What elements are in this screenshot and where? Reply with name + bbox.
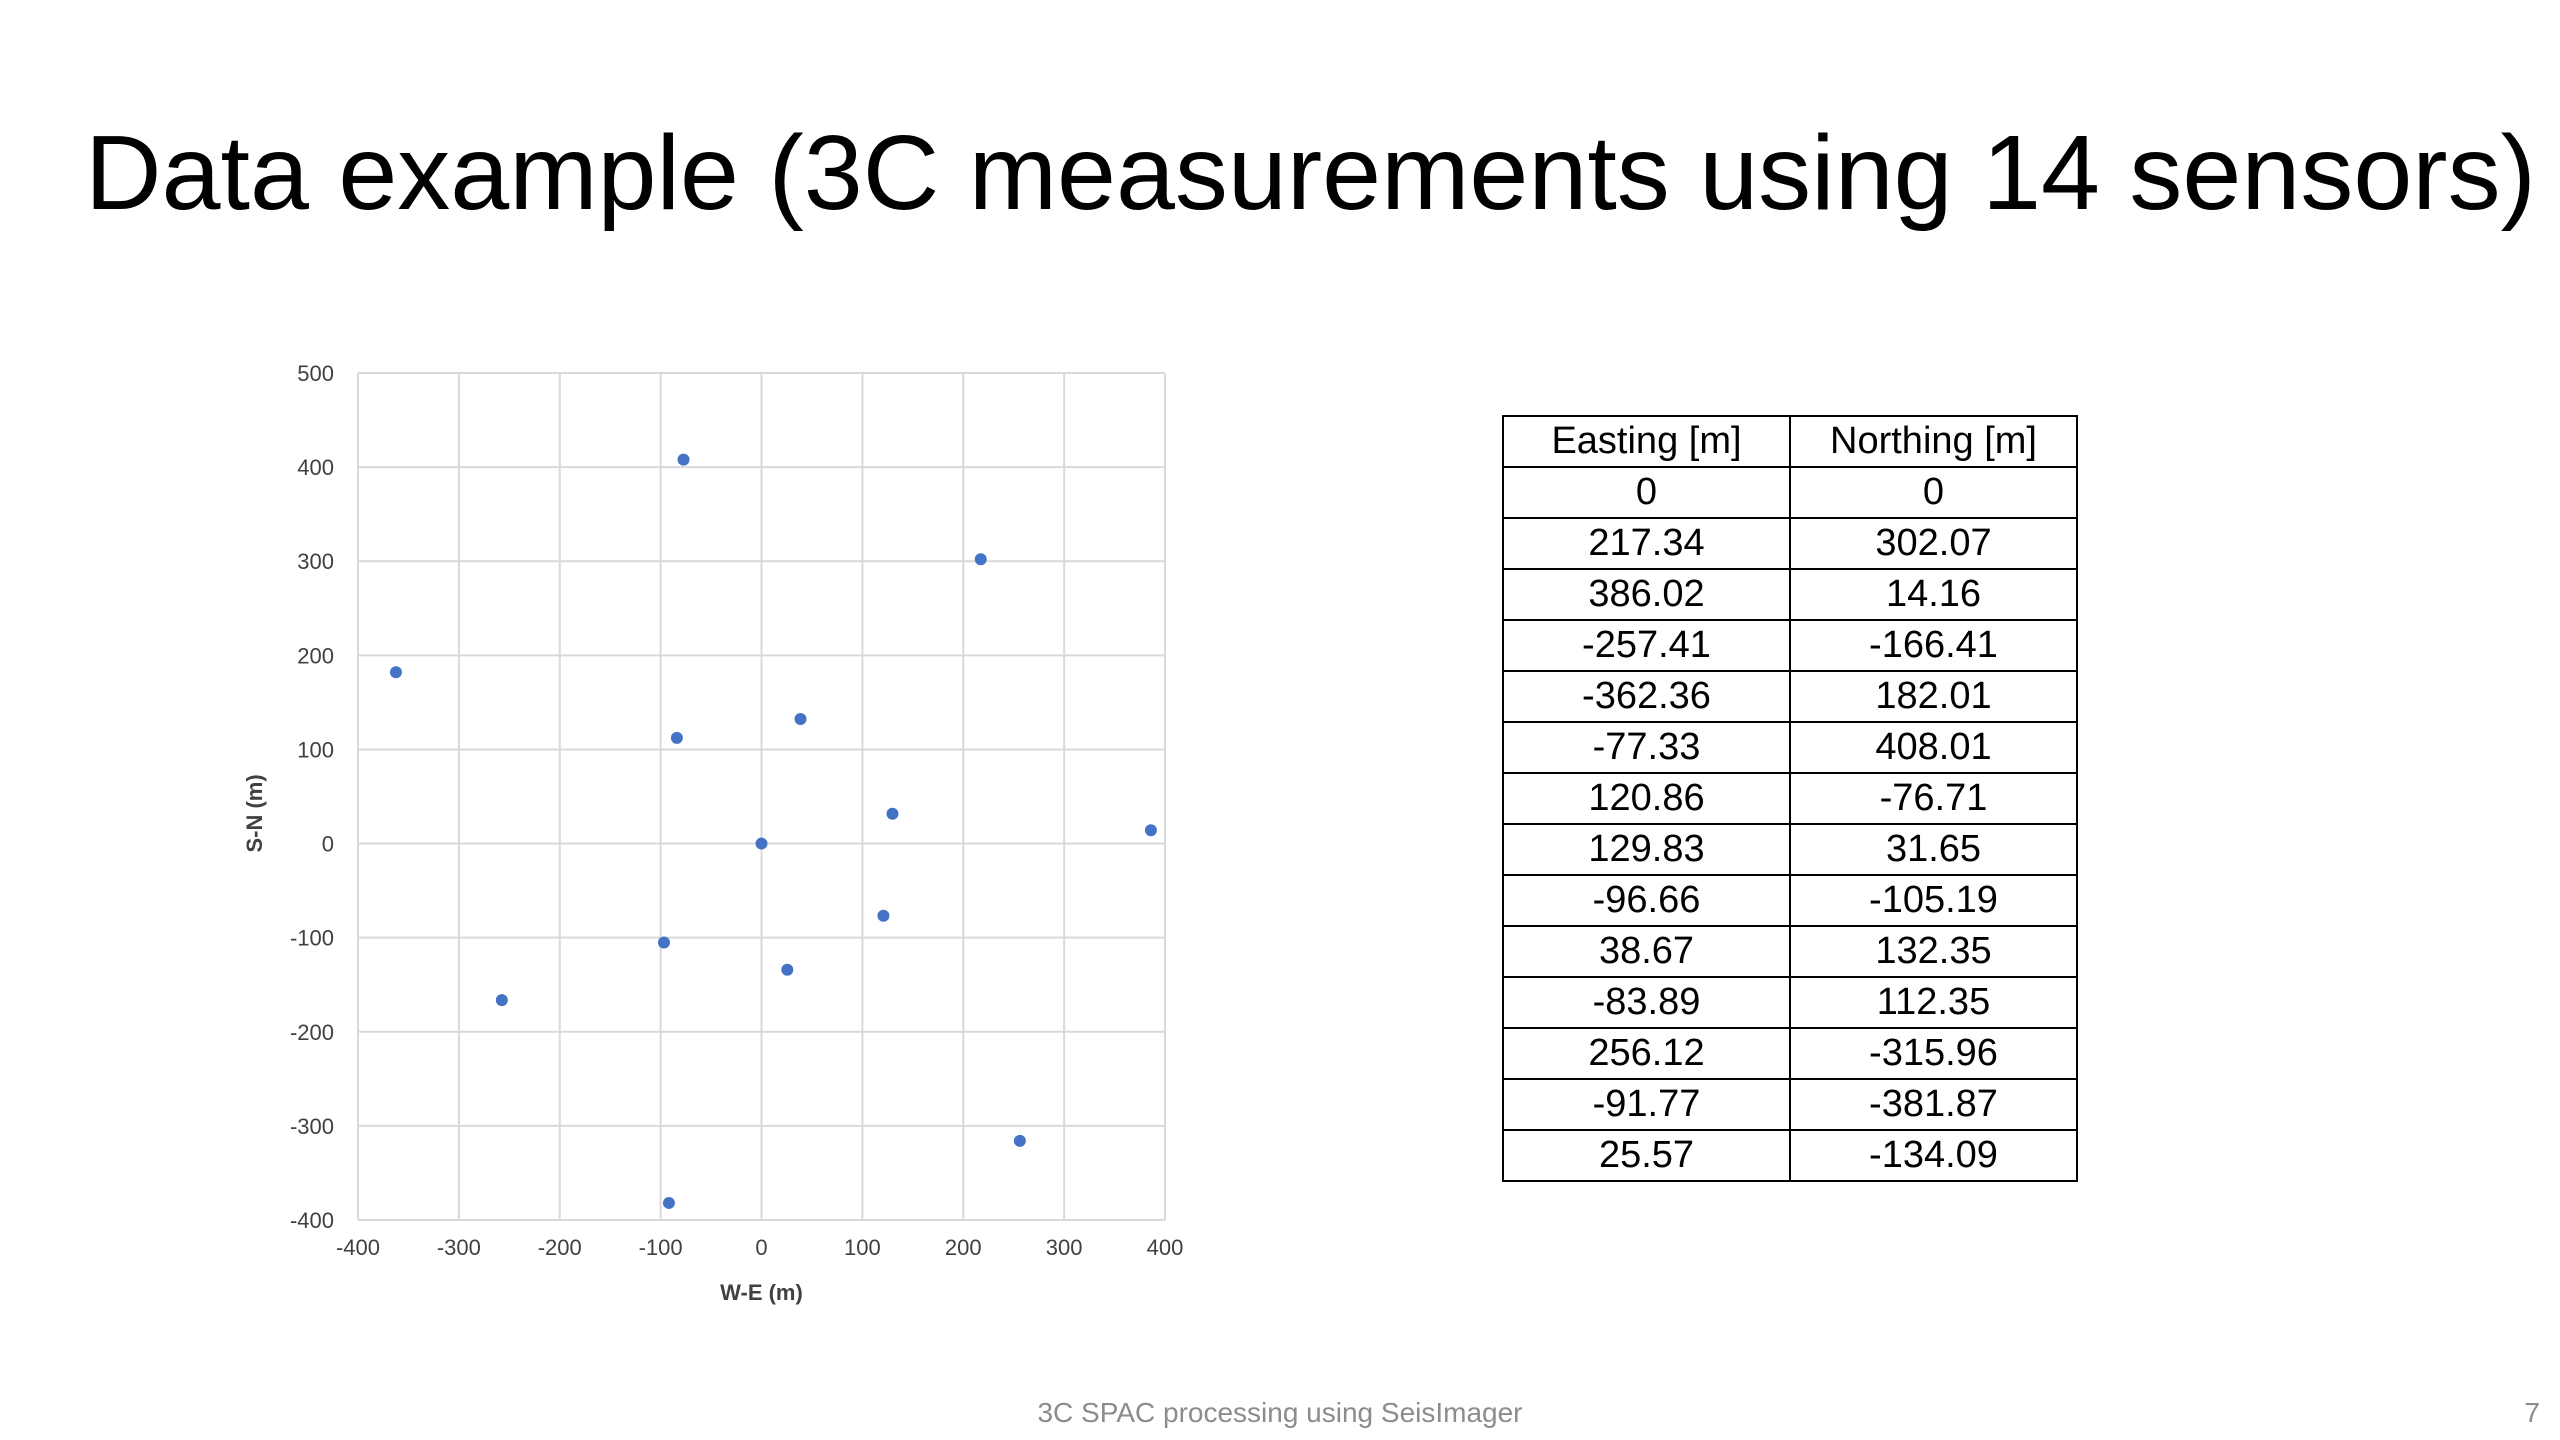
northing-cell: 112.35 (1789, 976, 2078, 1029)
table-row: -362.36 182.01 (1502, 670, 2078, 723)
data-point (677, 453, 690, 466)
x-tick-label: -100 (639, 1235, 683, 1260)
x-tick-label: -300 (437, 1235, 481, 1260)
y-tick-label: 400 (297, 455, 334, 480)
easting-cell: 120.86 (1502, 772, 1791, 825)
easting-cell: 38.67 (1502, 925, 1791, 978)
northing-cell: -76.71 (1789, 772, 2078, 825)
chart-tick-labels: -400 -300 -200 -100 0 100 200 300 400 -400 -300 -20… (290, 361, 1183, 1260)
northing-cell: 302.07 (1789, 517, 2078, 570)
table-header-row: Easting [m] Northing [m] (1502, 415, 2078, 468)
data-point (886, 807, 899, 820)
easting-cell: -362.36 (1502, 670, 1791, 723)
northing-cell: 408.01 (1789, 721, 2078, 774)
data-point (794, 712, 807, 725)
data-point (1013, 1134, 1026, 1147)
northing-cell: -315.96 (1789, 1027, 2078, 1080)
northing-cell: 14.16 (1789, 568, 2078, 621)
table-row: -77.33 408.01 (1502, 721, 2078, 774)
y-tick-label: 100 (297, 737, 334, 762)
x-tick-label: 300 (1046, 1235, 1083, 1260)
x-tick-label: 200 (945, 1235, 982, 1260)
slide-number: 7 (2524, 1397, 2540, 1428)
easting-cell: 217.34 (1502, 517, 1791, 570)
easting-cell: 25.57 (1502, 1129, 1791, 1182)
x-tick-label: -400 (336, 1235, 380, 1260)
easting-cell: -91.77 (1502, 1078, 1791, 1131)
table-row: -257.41 -166.41 (1502, 619, 2078, 672)
data-point (1144, 824, 1157, 837)
northing-cell: -381.87 (1789, 1078, 2078, 1131)
northing-cell: -166.41 (1789, 619, 2078, 672)
table-row: -96.66 -105.19 (1502, 874, 2078, 927)
x-tick-label: 400 (1147, 1235, 1184, 1260)
y-tick-label: 200 (297, 643, 334, 668)
easting-cell: 256.12 (1502, 1027, 1791, 1080)
y-tick-label: 500 (297, 361, 334, 386)
table-body: 0 0 217.34 302.07 386.02 14.16 -257.41 -166.41-… (1502, 466, 2078, 1182)
y-tick-label: 300 (297, 549, 334, 574)
northing-cell: -105.19 (1789, 874, 2078, 927)
northing-cell: 31.65 (1789, 823, 2078, 876)
easting-cell: 0 (1502, 466, 1791, 519)
northing-cell: 182.01 (1789, 670, 2078, 723)
sensor-coordinates-table: Easting [m] Northing [m] 0 0 217.34 302.07 3… (1502, 415, 2078, 1182)
data-point (657, 936, 670, 949)
x-tick-label: 100 (844, 1235, 881, 1260)
table-row: -91.77 -381.87 (1502, 1078, 2078, 1131)
column-header-easting: Easting [m] (1502, 415, 1791, 468)
chart-points (389, 453, 1157, 1209)
easting-cell: -257.41 (1502, 619, 1791, 672)
northing-cell: 0 (1789, 466, 2078, 519)
column-header-northing: Northing [m] (1789, 415, 2078, 468)
scatter-chart: -400 -300 -200 -100 0 100 200 300 400 -400 -300 -20… (242, 361, 1183, 1305)
table-row: 25.57 -134.09 (1502, 1129, 2078, 1182)
data-point (755, 837, 768, 850)
slide-title: Data example (3C measurements using 14 s… (85, 114, 2536, 232)
y-axis-title: S-N (m) (242, 774, 267, 852)
table-row: 256.12 -315.96 (1502, 1027, 2078, 1080)
data-point (495, 994, 508, 1007)
x-tick-label: 0 (755, 1235, 767, 1260)
x-axis-title: W-E (m) (720, 1280, 803, 1305)
table-row: 386.02 14.16 (1502, 568, 2078, 621)
easting-cell: -96.66 (1502, 874, 1791, 927)
slide-footer: 3C SPAC processing using SeisImager (1037, 1397, 1523, 1428)
table-row: -83.89 112.35 (1502, 976, 2078, 1029)
data-point (781, 963, 794, 976)
data-point (389, 666, 402, 679)
table-row: 120.86 -76.71 (1502, 772, 2078, 825)
table-row: 38.67 132.35 (1502, 925, 2078, 978)
chart-grid (357, 372, 1166, 1221)
y-tick-label: -300 (290, 1114, 334, 1139)
table-row: 129.83 31.65 (1502, 823, 2078, 876)
data-point (670, 731, 683, 744)
data-point (877, 909, 890, 922)
y-tick-label: -200 (290, 1020, 334, 1045)
x-tick-label: -200 (538, 1235, 582, 1260)
northing-cell: -134.09 (1789, 1129, 2078, 1182)
easting-cell: -83.89 (1502, 976, 1791, 1029)
easting-cell: 386.02 (1502, 568, 1791, 621)
y-tick-label: -400 (290, 1208, 334, 1233)
table-row: 217.34 302.07 (1502, 517, 2078, 570)
data-point (662, 1196, 675, 1209)
y-tick-label: 0 (322, 832, 334, 857)
easting-cell: 129.83 (1502, 823, 1791, 876)
easting-cell: -77.33 (1502, 721, 1791, 774)
data-point (974, 553, 987, 566)
northing-cell: 132.35 (1789, 925, 2078, 978)
y-tick-label: -100 (290, 926, 334, 951)
